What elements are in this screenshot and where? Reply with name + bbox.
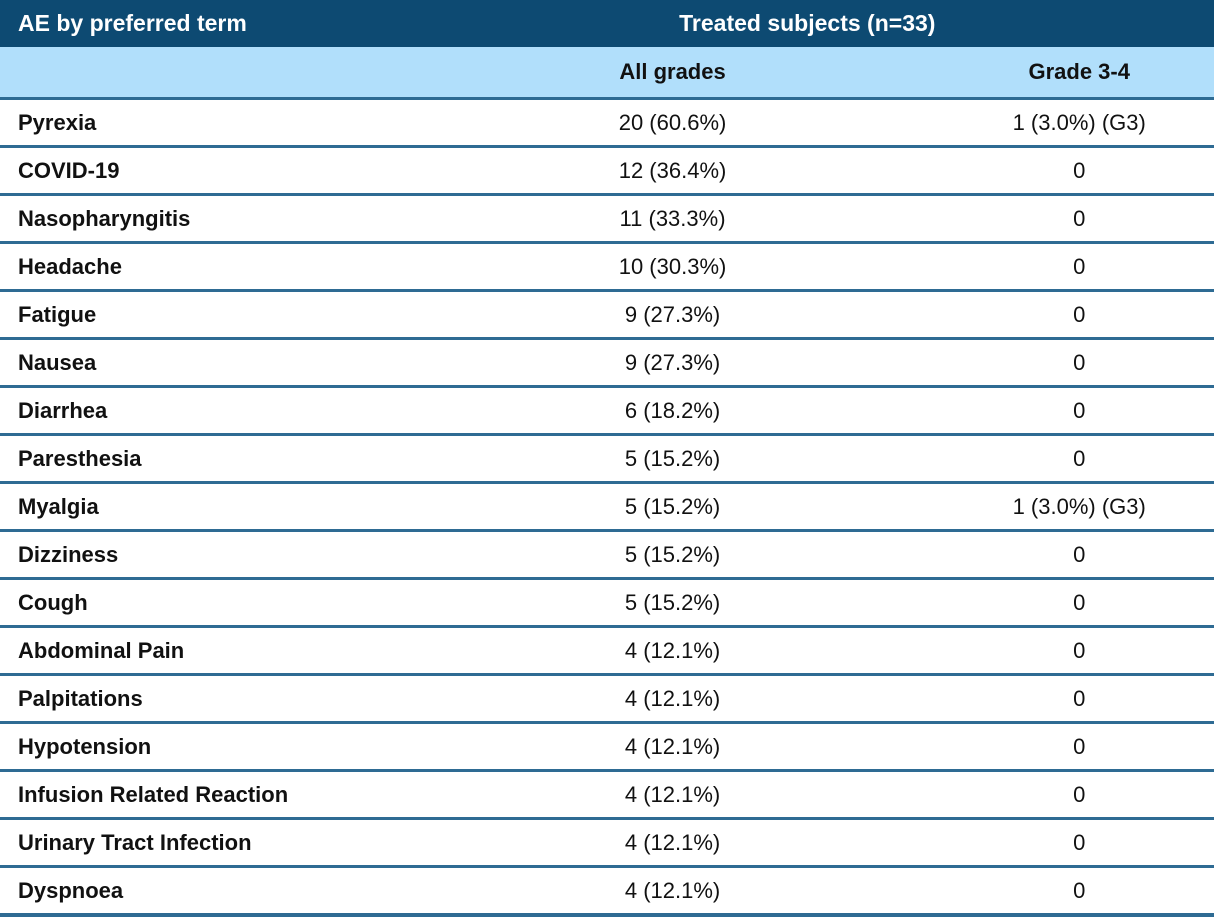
- group-header-treated-subjects: Treated subjects (n=33): [679, 10, 936, 36]
- term-cell: Palpitations: [18, 685, 143, 711]
- term-cell: Headache: [18, 253, 122, 279]
- grade-3-4-cell: 0: [1073, 685, 1086, 711]
- table-row: Myalgia 5 (15.2%) 1 (3.0%) (G3): [0, 481, 1214, 529]
- all-grades-cell: 12 (36.4%): [618, 157, 727, 183]
- all-grades-cell: 5 (15.2%): [624, 541, 721, 567]
- all-grades-cell: 4 (12.1%): [624, 781, 721, 807]
- grade-3-4-cell: 0: [1073, 637, 1086, 663]
- table-row: Fatigue 9 (27.3%) 0: [0, 289, 1214, 337]
- all-grades-cell: 11 (33.3%): [619, 205, 726, 231]
- term-cell: Pyrexia: [18, 109, 97, 135]
- table-row: COVID-19 12 (36.4%) 0: [0, 145, 1214, 193]
- grade-3-4-cell: 0: [1073, 349, 1086, 375]
- all-grades-cell: 4 (12.1%): [624, 637, 721, 663]
- term-cell: COVID-19: [18, 157, 120, 183]
- grade-3-4-cell: 0: [1073, 781, 1086, 807]
- table-body: Pyrexia 20 (60.6%) 1 (3.0%) (G3) COVID-1…: [0, 97, 1214, 913]
- table-row: Headache 10 (30.3%) 0: [0, 241, 1214, 289]
- term-cell: Nasopharyngitis: [18, 205, 191, 231]
- term-cell: Diarrhea: [18, 397, 108, 423]
- table-header-row: AE by preferred term Treated subjects (n…: [0, 0, 1214, 47]
- grade-3-4-cell: 0: [1073, 829, 1086, 855]
- table-row: Pyrexia 20 (60.6%) 1 (3.0%) (G3): [0, 97, 1214, 145]
- term-cell: Hypotension: [18, 733, 152, 759]
- table-row: Paresthesia 5 (15.2%) 0: [0, 433, 1214, 481]
- grade-3-4-cell: 1 (3.0%) (G3): [1012, 109, 1146, 135]
- all-grades-cell: 9 (27.3%): [624, 349, 721, 375]
- all-grades-cell: 5 (15.2%): [624, 493, 721, 519]
- term-cell: Dyspnoea: [18, 877, 124, 903]
- grade-3-4-cell: 0: [1073, 157, 1086, 183]
- term-cell: Fatigue: [18, 301, 97, 327]
- term-cell: Infusion Related Reaction: [18, 781, 289, 807]
- table-row: Diarrhea 6 (18.2%) 0: [0, 385, 1214, 433]
- table-row: Cough 5 (15.2%) 0: [0, 577, 1214, 625]
- all-grades-cell: 10 (30.3%): [618, 253, 727, 279]
- all-grades-cell: 4 (12.1%): [624, 829, 721, 855]
- grade-3-4-cell: 0: [1073, 253, 1086, 279]
- all-grades-cell: 4 (12.1%): [624, 877, 721, 903]
- grade-3-4-cell: 0: [1073, 541, 1086, 567]
- grade-3-4-cell: 0: [1073, 205, 1086, 231]
- grade-3-4-cell: 0: [1073, 733, 1086, 759]
- all-grades-cell: 6 (18.2%): [624, 397, 721, 423]
- table-row: Nasopharyngitis 11 (33.3%) 0: [0, 193, 1214, 241]
- term-cell: Dizziness: [18, 541, 119, 567]
- all-grades-cell: 4 (12.1%): [624, 685, 721, 711]
- table-subheader-row: All grades Grade 3-4: [0, 47, 1214, 97]
- col-header-all-grades: All grades: [619, 59, 726, 84]
- table-row: Dizziness 5 (15.2%) 0: [0, 529, 1214, 577]
- grade-3-4-cell: 0: [1073, 397, 1086, 423]
- term-cell: Cough: [18, 589, 88, 615]
- grade-3-4-cell: 0: [1073, 445, 1086, 471]
- table-row: Dyspnoea 4 (12.1%) 0: [0, 865, 1214, 913]
- all-grades-cell: 20 (60.6%): [618, 109, 727, 135]
- empty-header-cell: [0, 47, 401, 97]
- all-grades-cell: 5 (15.2%): [624, 589, 721, 615]
- grade-3-4-cell: 0: [1073, 877, 1086, 903]
- table-row: Hypotension 4 (12.1%) 0: [0, 721, 1214, 769]
- table-row: Urinary Tract Infection 4 (12.1%) 0: [0, 817, 1214, 865]
- table-row: Palpitations 4 (12.1%) 0: [0, 673, 1214, 721]
- all-grades-cell: 5 (15.2%): [624, 445, 721, 471]
- grade-3-4-cell: 0: [1073, 589, 1086, 615]
- term-cell: Urinary Tract Infection: [18, 829, 252, 855]
- table-row: Nausea 9 (27.3%) 0: [0, 337, 1214, 385]
- term-cell: Myalgia: [18, 493, 99, 519]
- table-row: Infusion Related Reaction 4 (12.1%) 0: [0, 769, 1214, 817]
- grade-3-4-cell: 0: [1073, 301, 1086, 327]
- table-row: Abdominal Pain 4 (12.1%) 0: [0, 625, 1214, 673]
- all-grades-cell: 4 (12.1%): [624, 733, 721, 759]
- term-cell: Nausea: [18, 349, 97, 375]
- term-cell: Abdominal Pain: [18, 637, 185, 663]
- col-header-grade-3-4: Grade 3-4: [1028, 59, 1130, 84]
- all-grades-cell: 9 (27.3%): [624, 301, 721, 327]
- term-cell: Paresthesia: [18, 445, 142, 471]
- grade-3-4-cell: 1 (3.0%) (G3): [1012, 493, 1146, 519]
- table-title: AE by preferred term: [18, 10, 247, 36]
